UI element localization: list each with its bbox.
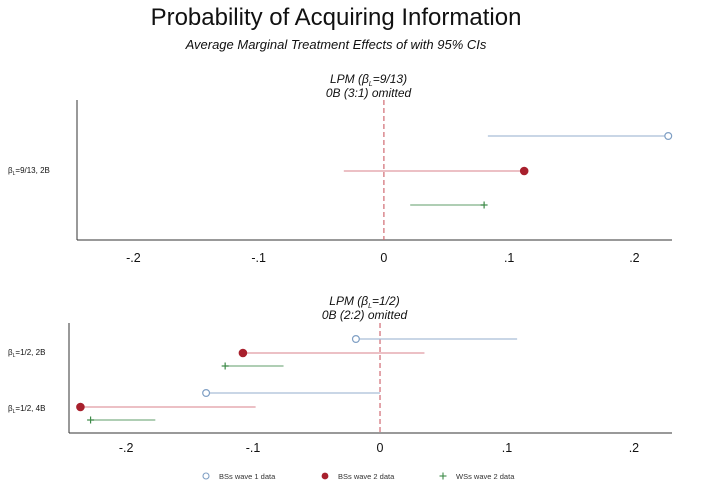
x-tick-label: -.1	[246, 441, 261, 455]
panel-title-line1: LPM (βL=1/2)	[329, 294, 399, 310]
point-bs_wave1	[202, 389, 211, 398]
legend-item-ws_wave2: WSs wave 2 data	[439, 472, 515, 481]
x-tick-label: .2	[629, 441, 639, 455]
x-tick-label: .2	[629, 251, 639, 265]
x-tick-label: -.2	[126, 251, 141, 265]
x-tick-label: -.2	[119, 441, 134, 455]
point-bs_wave1	[664, 132, 673, 141]
legend-label: BSs wave 2 data	[338, 472, 395, 481]
legend-item-bs_wave1: BSs wave 1 data	[202, 472, 276, 481]
point-bs_wave2	[238, 348, 248, 358]
category-label: βL=1/2, 2B	[8, 348, 45, 359]
panel-2: LPM (βL=1/2)0B (2:2) omitted -.2 -.1 0 .1 .2 β…	[8, 294, 672, 455]
x-tick-label: -.1	[251, 251, 266, 265]
x-tick-label: .1	[502, 441, 512, 455]
legend-marker	[202, 472, 210, 480]
panel-title-line2: 0B (3:1) omitted	[326, 86, 412, 100]
legend-marker	[321, 472, 329, 480]
chart-title: Probability of Acquiring Information	[151, 4, 522, 31]
x-tick-label: .1	[504, 251, 514, 265]
legend-item-bs_wave2: BSs wave 2 data	[321, 472, 395, 481]
chart-subtitle: Average Marginal Treatment Effects of wi…	[185, 37, 487, 52]
x-tick-label: 0	[380, 251, 387, 265]
point-ws_wave2	[480, 201, 488, 209]
category-label: βL=9/13, 2B	[8, 166, 50, 177]
panels: LPM (βL=9/13)0B (3:1) omitted -.2 -.1 0 .1 .2…	[8, 72, 673, 455]
point-bs_wave1	[351, 335, 360, 344]
panel-1: LPM (βL=9/13)0B (3:1) omitted -.2 -.1 0 .1 .2…	[8, 72, 673, 265]
panel-title-line1: LPM (βL=9/13)	[330, 72, 407, 88]
point-bs_wave2	[519, 166, 529, 176]
point-bs_wave2	[76, 402, 85, 412]
point-ws_wave2	[221, 362, 229, 370]
x-tick-label: 0	[377, 441, 384, 455]
panel-title-line2: 0B (2:2) omitted	[322, 308, 408, 322]
category-label: βL=1/2, 4B	[8, 404, 45, 415]
legend-label: BSs wave 1 data	[219, 472, 276, 481]
legend-marker	[439, 472, 447, 480]
legend-label: WSs wave 2 data	[456, 472, 515, 481]
legend: BSs wave 1 data BSs wave 2 data WSs wave 2…	[202, 472, 515, 481]
point-ws_wave2	[87, 416, 95, 424]
